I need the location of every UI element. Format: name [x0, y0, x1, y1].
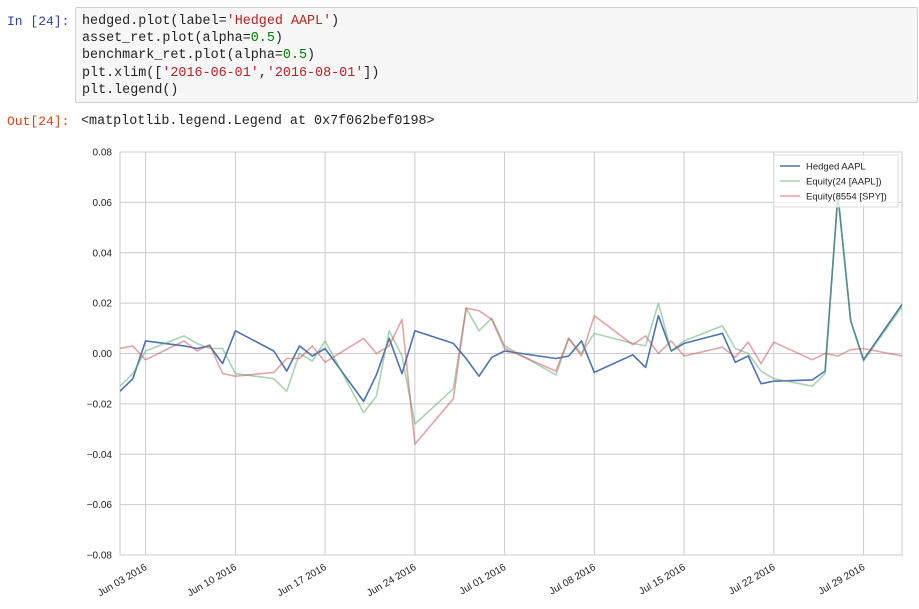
code-line: plt.legend() [82, 82, 379, 99]
x-tick-label: Jul 29 2016 [817, 562, 868, 598]
legend-label: Equity(24 [AAPL]) [806, 177, 882, 188]
code-token: ) [307, 48, 316, 64]
code-line: benchmark_ret.plot(alpha=0.5) [82, 47, 379, 64]
y-tick-label: 0.00 [93, 349, 113, 360]
code-token: 0.5 [282, 48, 308, 64]
code-line: plt.xlim(['2016-06-01','2016-08-01']) [82, 65, 379, 82]
series-line-2 [120, 307, 902, 446]
x-tick-label: Jun 10 2016 [186, 562, 240, 599]
code-input-area[interactable]: hedged.plot(label='Hedged AAPL') asset_re… [75, 7, 918, 103]
y-tick-label: −0.06 [87, 500, 113, 511]
code-token: ) [331, 14, 340, 29]
code-token: 0.5 [250, 31, 275, 47]
y-tick-label: −0.08 [87, 551, 113, 562]
y-tick-label: 0.06 [93, 198, 113, 209]
code-token: plt.xlim([ [82, 65, 163, 81]
x-tick-label: Jun 17 2016 [275, 562, 329, 599]
code-line: asset_ret.plot(alpha=0.5) [82, 30, 379, 47]
y-tick-label: −0.02 [87, 399, 113, 410]
x-tick-label: Jul 08 2016 [548, 562, 599, 598]
code-token: ) [274, 31, 283, 47]
line-chart: 0.08 0.06 0.04 0.02 0.00 −0.02 −0.04 −0.06 −0.08… [87, 148, 903, 599]
series-line-1 [120, 193, 902, 425]
y-tick-label: 0.04 [93, 248, 113, 259]
code-token: benchmark_ret.plot(alpha= [82, 48, 283, 64]
y-tick-label: 0.08 [93, 148, 113, 159]
x-tick-label: Jul 22 2016 [727, 562, 778, 598]
output-prompt: Out[24]: [7, 114, 70, 129]
code-token: hedged.plot(label= [82, 14, 227, 29]
code-token: 'Hedged AAPL' [226, 14, 332, 29]
legend-label: Equity(8554 [SPY]) [806, 192, 887, 203]
x-tick-label: Jun 24 2016 [365, 562, 419, 599]
x-tick-label: Jun 03 2016 [96, 562, 150, 599]
code-token: asset_ret.plot(alpha= [82, 31, 251, 47]
code-line: hedged.plot(label='Hedged AAPL') [82, 13, 379, 30]
x-tick-label: Jul 01 2016 [458, 562, 509, 598]
x-tick-label: Jul 15 2016 [637, 562, 688, 598]
input-prompt: In [24]: [7, 14, 70, 29]
code-token: '2016-06-01' [162, 65, 259, 81]
code-token: ]) [363, 65, 380, 81]
series-line-0 [120, 193, 902, 403]
code-token: , [258, 65, 267, 81]
output-text: <matplotlib.legend.Legend at 0x7f062bef0… [81, 114, 435, 129]
y-tick-label: −0.04 [87, 450, 113, 461]
code-token: '2016-08-01' [266, 65, 364, 81]
legend-label: Hedged AAPL [806, 162, 866, 173]
code-editor[interactable]: hedged.plot(label='Hedged AAPL') asset_re… [82, 13, 379, 99]
code-token: plt.legend() [82, 82, 179, 98]
y-tick-label: 0.02 [93, 299, 113, 310]
